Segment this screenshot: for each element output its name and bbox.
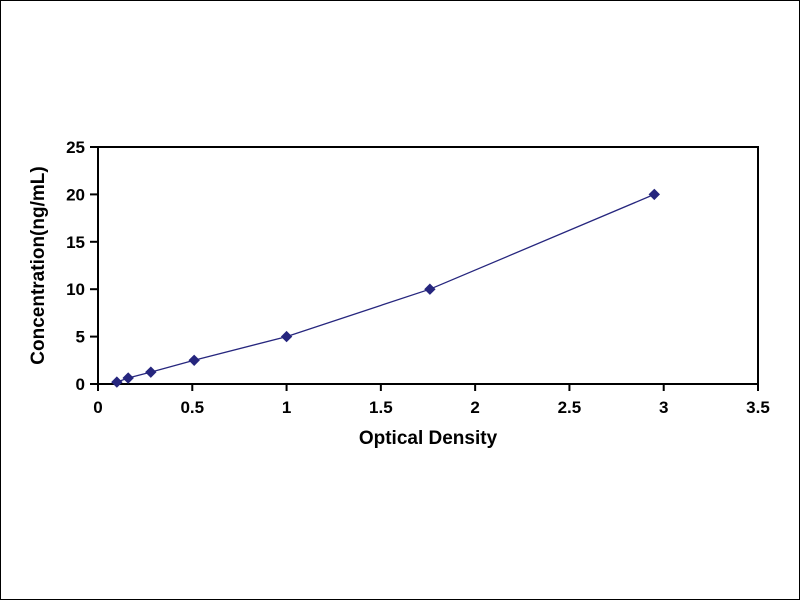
x-tick-label: 2 bbox=[470, 398, 479, 417]
y-tick-label: 0 bbox=[76, 375, 85, 394]
y-tick-label: 20 bbox=[66, 185, 85, 204]
y-tick-label: 25 bbox=[66, 138, 85, 157]
data-point-marker bbox=[648, 188, 660, 201]
data-point-marker bbox=[280, 330, 293, 343]
x-tick-label: 1.5 bbox=[369, 398, 393, 417]
x-tick-label: 3.5 bbox=[746, 398, 770, 417]
plot-area bbox=[97, 146, 759, 385]
data-point-marker bbox=[111, 376, 123, 388]
y-tick-label: 5 bbox=[76, 328, 85, 347]
data-point-marker bbox=[424, 283, 436, 295]
y-tick-label: 15 bbox=[66, 233, 85, 252]
data-point-marker bbox=[145, 366, 157, 378]
x-tick-label: 2.5 bbox=[558, 398, 582, 417]
x-tick-label: 0.5 bbox=[180, 398, 204, 417]
y-axis-title: Concentration(ng/mL) bbox=[28, 166, 49, 364]
data-point-marker bbox=[122, 372, 134, 384]
y-tick-label: 10 bbox=[66, 280, 85, 299]
standard-curve-chart: 0 0.5 1 1.5 2 2.5 3 3.5 0 5 10 15 20 25 Optical Densit… bbox=[28, 138, 770, 449]
data-point-marker bbox=[188, 354, 200, 367]
x-axis-title: Optical Density bbox=[359, 428, 498, 449]
x-tick-label: 1 bbox=[282, 398, 291, 417]
x-tick-label: 3 bbox=[659, 398, 668, 417]
x-tick-label: 0 bbox=[93, 398, 102, 417]
chart-container: 0 0.5 1 1.5 2 2.5 3 3.5 0 5 10 15 20 25 Optical Densit… bbox=[20, 137, 782, 472]
